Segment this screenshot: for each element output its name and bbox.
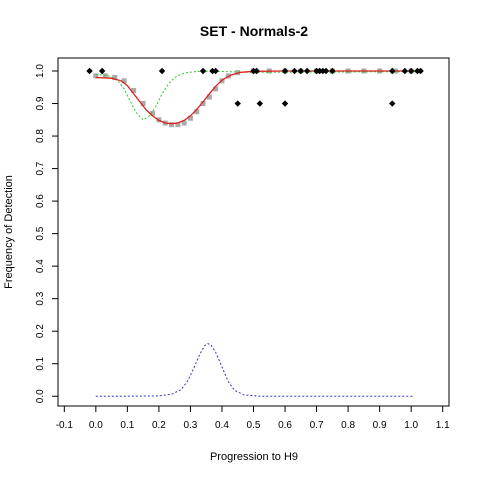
x-tick-label: 0.0: [89, 420, 103, 431]
data-point: [200, 101, 206, 107]
data-point: [86, 67, 93, 75]
data-point: [322, 67, 330, 75]
y-tick-label: 1.0: [35, 64, 46, 78]
x-tick-label: 1.1: [436, 420, 450, 431]
data-point: [181, 120, 187, 126]
data-point: [112, 75, 118, 81]
x-tick-label: 0.9: [373, 420, 387, 431]
data-point: [131, 88, 137, 94]
data-point: [206, 94, 212, 100]
y-tick-label: 0.6: [35, 194, 46, 208]
x-tick-label: 0.2: [152, 420, 166, 431]
data-point: [401, 67, 409, 75]
y-tick-label: 0.8: [35, 129, 46, 143]
x-tick-label: 0.8: [341, 420, 355, 431]
x-tick-label: 0.7: [310, 420, 324, 431]
series-line: [95, 70, 421, 121]
plot-frame: [57, 57, 450, 407]
y-tick-label: 0.3: [35, 291, 46, 305]
y-axis: 0.0 0.1 0.2 0.3 0.4 0.5 0.6 0.7 0.8 0.9 1.0: [35, 64, 58, 403]
data-point: [212, 67, 219, 75]
data-point: [140, 101, 146, 107]
x-axis-label: Progression to H9: [210, 451, 298, 463]
chart-title: SET - Normals-2: [200, 23, 308, 39]
data-point: [417, 67, 424, 75]
data-point: [199, 67, 207, 75]
data-point: [93, 73, 99, 79]
y-tick-label: 0.1: [35, 356, 46, 370]
x-axis: -0.1 0.0 0.1 0.2 0.3 0.4 0.5 0.6 0.7 0.8 0.9 1.0 1.1: [56, 406, 450, 431]
data-point: [234, 100, 241, 107]
plot-area: [86, 67, 424, 397]
x-tick-label: 0.3: [183, 420, 197, 431]
series-line: [95, 70, 421, 125]
data-point: [256, 100, 264, 107]
y-tick-label: 0.7: [35, 161, 46, 175]
data-point: [329, 67, 336, 75]
x-tick-label: 0.1: [120, 420, 134, 431]
x-tick-label: 1.0: [404, 420, 418, 431]
data-point: [291, 67, 298, 75]
data-point: [389, 100, 396, 107]
data-point: [281, 67, 289, 75]
data-point: [187, 115, 193, 121]
y-tick-label: 0.5: [35, 226, 46, 240]
y-tick-label: 0.0: [35, 389, 46, 403]
y-axis-label: Frequency of Detection: [3, 175, 15, 289]
y-tick-label: 0.2: [35, 324, 46, 338]
data-point: [303, 67, 311, 75]
data-point: [98, 67, 106, 75]
data-point: [281, 100, 289, 107]
data-point: [407, 67, 415, 75]
data-point: [175, 122, 181, 128]
data-point: [158, 67, 166, 75]
data-point: [150, 110, 156, 116]
data-point: [253, 67, 260, 75]
x-tick-label: -0.1: [56, 420, 74, 431]
data-point: [297, 67, 304, 75]
x-tick-label: 0.4: [215, 420, 229, 431]
x-tick-label: 0.5: [247, 420, 261, 431]
data-point: [169, 122, 175, 128]
x-tick-label: 0.6: [278, 420, 292, 431]
data-point: [194, 109, 200, 115]
data-point: [213, 86, 219, 92]
data-point: [389, 67, 396, 75]
data-point: [121, 78, 127, 84]
y-tick-label: 0.4: [35, 259, 46, 273]
series-line: [95, 343, 415, 397]
y-tick-label: 0.9: [35, 96, 46, 110]
